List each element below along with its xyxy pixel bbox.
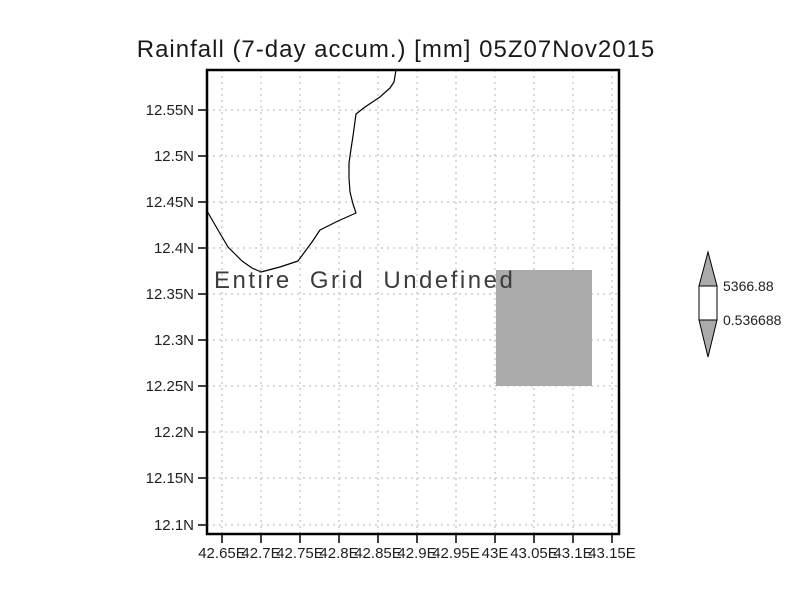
lat-tick-label: 12.55N (146, 102, 194, 119)
undefined-grid-message: Entire Grid Undefined (214, 267, 515, 294)
coastline-path (206, 69, 397, 273)
colorbar: 5366.88 0.536688 (698, 250, 782, 358)
axis-ticks (198, 109, 613, 543)
lon-tick-label: 43.1E (553, 545, 592, 562)
lon-tick-label: 42.8E (319, 545, 358, 562)
undefined-region-rect (496, 270, 592, 386)
lon-tick-label: 42.75E (276, 545, 324, 562)
lat-tick-label: 12.25N (146, 378, 194, 395)
lat-tick-label: 12.1N (154, 517, 194, 534)
lon-tick-label: 42.95E (432, 545, 480, 562)
lon-tick-label: 43E (482, 545, 509, 562)
colorbar-up-arrow-icon (698, 250, 718, 287)
lat-tick-label: 12.45N (146, 194, 194, 211)
lat-tick-label: 12.35N (146, 286, 194, 303)
lat-tick-label: 12.4N (154, 240, 194, 257)
lon-tick-label: 42.65E (198, 545, 246, 562)
colorbar-box (698, 285, 718, 321)
colorbar-down-arrow-icon (698, 319, 718, 358)
lon-tick-label: 42.85E (354, 545, 402, 562)
lat-axis-labels: 12.55N 12.5N 12.45N 12.4N 12.35N 12.3N 1… (146, 102, 194, 534)
colorbar-max-label: 5366.88 (723, 278, 774, 294)
lat-tick-label: 12.3N (154, 332, 194, 349)
lon-tick-label: 43.05E (510, 545, 558, 562)
lon-tick-label: 42.7E (241, 545, 280, 562)
chart-title: Rainfall (7-day accum.) [mm] 05Z07Nov201… (137, 36, 656, 63)
lon-tick-label: 42.9E (397, 545, 436, 562)
colorbar-min-label: 0.536688 (723, 312, 782, 328)
lon-axis-labels: 42.65E 42.7E 42.75E 42.8E 42.85E 42.9E 4… (198, 545, 636, 562)
lat-tick-label: 12.15N (146, 470, 194, 487)
plot-frame (205, 68, 621, 536)
lat-tick-label: 12.5N (154, 148, 194, 165)
lon-tick-label: 43.15E (588, 545, 636, 562)
lat-tick-label: 12.2N (154, 424, 194, 441)
